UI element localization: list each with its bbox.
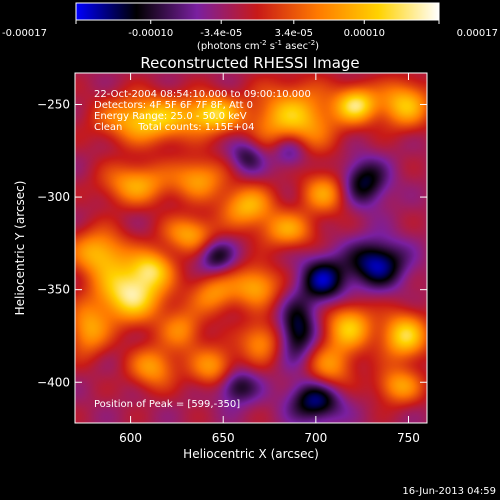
colorbar-frame <box>75 2 440 21</box>
y-tick-label: −350 <box>37 283 70 297</box>
annotation-line: Energy Range: 25.0 - 50.0 keV <box>94 111 247 122</box>
x-tick-label: 700 <box>304 431 327 445</box>
heatmap-image <box>75 73 427 423</box>
plot-frame <box>74 72 428 424</box>
y-axis-label: Heliocentric Y (arcsec) <box>13 181 27 316</box>
y-tick-label: −250 <box>37 97 70 111</box>
annotation-line: Clean Total counts: 1.15E+04 <box>94 122 254 133</box>
footer-timestamp: 16-Jun-2013 04:59 <box>402 486 496 497</box>
x-tick-label: 750 <box>397 431 420 445</box>
annotation-line: Detectors: 4F 5F 6F 7F 8F, Att 0 <box>94 100 253 111</box>
heatmap-canvas <box>75 73 427 423</box>
colorbar-tick-label: 0.00017 <box>457 28 498 39</box>
y-tick-label: −300 <box>37 190 70 204</box>
x-tick-label: 650 <box>212 431 235 445</box>
colorbar: -0.00017 -0.00010 -3.4e-05 3.4e-05 0.00010 0.… <box>2 2 498 52</box>
y-axis-ticks: −250 −300 −350 −400 <box>37 97 427 389</box>
colorbar-tick-label: -3.4e-05 <box>200 28 242 39</box>
colorbar-gradient <box>76 3 439 20</box>
peak-position-label: Position of Peak = [599,-350] <box>94 399 240 410</box>
x-axis-label: Heliocentric X (arcsec) <box>183 447 319 461</box>
colorbar-tick-label: 3.4e-05 <box>275 28 313 39</box>
colorbar-tick-label: -0.00017 <box>2 28 47 39</box>
annotation-line: 22-Oct-2004 08:54:10.000 to 09:00:10.000 <box>94 89 311 100</box>
observation-annotation: 22-Oct-2004 08:54:10.000 to 09:00:10.000… <box>94 89 311 133</box>
colorbar-tick-label: -0.00010 <box>128 28 173 39</box>
x-axis-ticks: 600 650 700 750 <box>119 73 420 445</box>
colorbar-unit-label: (photons cm-2 s-1 asec-2) <box>197 39 319 52</box>
colorbar-ticks <box>75 20 440 24</box>
colorbar-tick-label: 0.00010 <box>344 28 385 39</box>
x-tick-label: 600 <box>119 431 142 445</box>
chart-title: Reconstructed RHESSI Image <box>140 54 359 72</box>
y-tick-label: −400 <box>37 375 70 389</box>
colorbar-tick-labels: -0.00017 -0.00010 -3.4e-05 3.4e-05 0.00010 0.… <box>2 28 498 39</box>
